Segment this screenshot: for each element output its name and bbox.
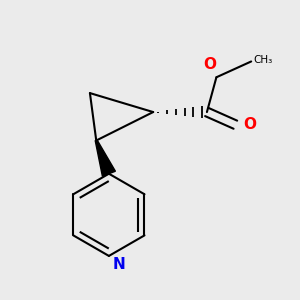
- Text: N: N: [113, 256, 125, 272]
- Polygon shape: [95, 140, 116, 176]
- Text: O: O: [204, 57, 217, 72]
- Text: O: O: [243, 117, 256, 132]
- Text: CH₃: CH₃: [254, 55, 273, 65]
